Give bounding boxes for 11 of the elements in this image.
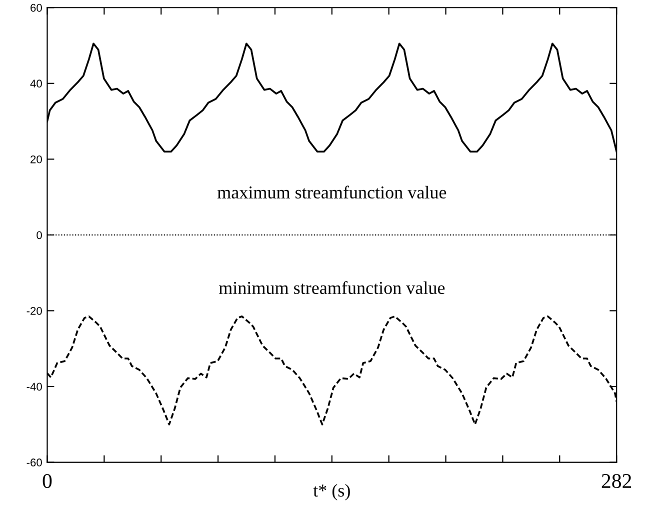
y-tick-label: -60 <box>26 458 42 466</box>
y-tick-label: 40 <box>30 80 42 88</box>
series-label: minimum streamfunction value <box>218 281 445 294</box>
y-tick-label: 60 <box>30 4 42 12</box>
y-tick-label: 0 <box>36 231 42 240</box>
x-axis-title: t* (s) <box>313 484 350 500</box>
y-tick-label: -20 <box>26 306 42 315</box>
x-tick-label: 282 <box>602 474 632 488</box>
text: maximum streamfunction value <box>217 186 446 199</box>
y-tick-label: 20 <box>30 155 42 164</box>
y-tick-label: -40 <box>26 382 42 391</box>
